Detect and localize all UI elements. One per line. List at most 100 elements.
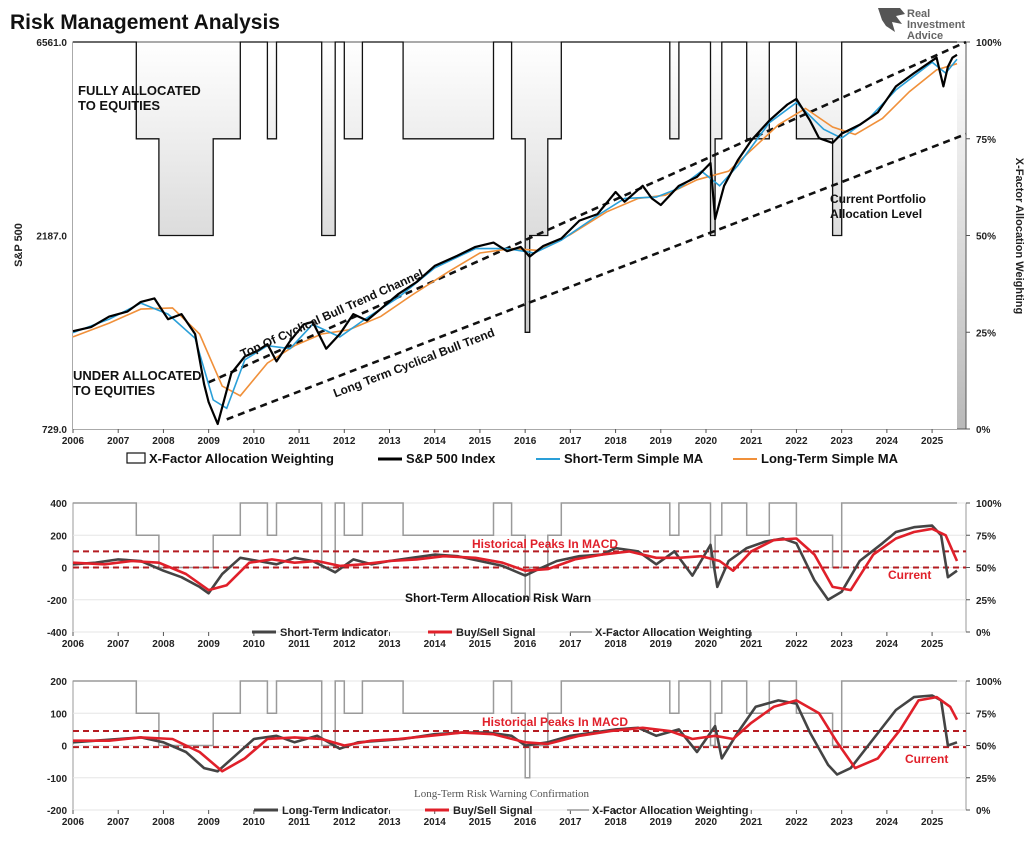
short-term-subtitle: Short-Term Allocation Risk Warn <box>405 591 591 605</box>
indicator-line <box>72 524 958 602</box>
y2-tick-label: 50% <box>976 232 996 243</box>
x-tick-label: 2012 <box>333 436 356 447</box>
short-term-peaks-label: Historical Peaks In MACD <box>472 537 618 551</box>
y-tick-label: 100 <box>50 709 67 720</box>
x-tick-label: 2022 <box>785 817 808 828</box>
x-tick-label: 2017 <box>559 639 582 650</box>
sp500-line <box>72 53 958 426</box>
y2-tick-label: 25% <box>976 774 996 785</box>
y2-tick-label: 25% <box>976 596 996 607</box>
main-axes: 2006 2007 2008 2009 2010 2011 2012 2013 2014 2015… <box>36 38 1001 447</box>
x-tick-label: 2010 <box>243 436 266 447</box>
y-tick-label: 2187.0 <box>36 232 67 243</box>
y2-tick-label: 0% <box>976 806 991 817</box>
x-tick-label: 2006 <box>62 436 85 447</box>
legend-short-allocation: X-Factor Allocation Weighting <box>595 627 751 639</box>
x-tick-label: 2010 <box>243 817 266 828</box>
y-tick-label: -200 <box>47 806 67 817</box>
legend-long-ma: Long-Term Simple MA <box>761 451 899 466</box>
x-tick-label: 2023 <box>831 817 854 828</box>
legend-short-signal: Buy/Sell Signal <box>456 627 535 639</box>
long-term-axes: 2006 2007 2008 2009 2010 2011 2012 2013 2014 2015… <box>47 677 1002 828</box>
y2-tick-label: 25% <box>976 328 996 339</box>
y-tick-label: -100 <box>47 774 67 785</box>
long-term-series <box>72 694 959 776</box>
x-tick-label: 2016 <box>514 436 537 447</box>
logo-line-1: Real <box>907 8 930 20</box>
x-tick-label: 2023 <box>831 436 854 447</box>
allocation-line <box>73 41 957 333</box>
x-tick-label: 2019 <box>650 639 673 650</box>
y2-tick-label: 100% <box>976 499 1002 510</box>
legend-swatch-allocation <box>126 452 146 464</box>
x-tick-label: 2022 <box>785 639 808 650</box>
x-tick-label: 2006 <box>62 639 85 650</box>
y-tick-label: 200 <box>50 677 67 688</box>
x-tick-label: 2013 <box>378 639 401 650</box>
y-tick-label: 0 <box>61 742 67 753</box>
x-tick-label: 2009 <box>198 817 221 828</box>
legend-sp500: S&P 500 Index <box>406 451 496 466</box>
x-tick-label: 2013 <box>378 817 401 828</box>
x-tick-label: 2014 <box>424 436 447 447</box>
y-tick-label: 200 <box>50 531 67 542</box>
x-tick-label: 2025 <box>921 436 944 447</box>
x-tick-label: 2020 <box>695 817 718 828</box>
short-term-current-label: Current <box>888 568 931 582</box>
under-allocated-label-1: UNDER ALLOCATED <box>73 368 202 383</box>
x-tick-label: 2020 <box>695 639 718 650</box>
x-tick-label: 2007 <box>107 817 130 828</box>
fully-allocated-label-1: FULLY ALLOCATED <box>78 83 201 98</box>
eagle-icon <box>878 8 905 32</box>
y-axis-label: S&P 500 <box>13 223 25 267</box>
x-tick-label: 2019 <box>650 817 673 828</box>
x-tick-label: 2015 <box>469 639 492 650</box>
y-tick-label: -200 <box>47 596 67 607</box>
page-title: Risk Management Analysis <box>10 11 280 34</box>
x-tick-label: 2021 <box>740 639 763 650</box>
x-tick-label: 2009 <box>198 639 221 650</box>
short-term-reference-lines <box>73 550 966 569</box>
brand-logo: Real Investment Advice <box>878 8 965 42</box>
long-term-subtitle: Long-Term Risk Warning Confirmation <box>414 788 590 800</box>
price-series <box>72 53 958 426</box>
y-tick-label: 729.0 <box>42 425 67 436</box>
x-tick-label: 2014 <box>424 817 447 828</box>
x-tick-label: 2016 <box>514 639 537 650</box>
x-tick-label: 2024 <box>876 436 899 447</box>
x-tick-label: 2018 <box>604 436 627 447</box>
allocation-area <box>73 42 957 429</box>
main-legend: X-Factor Allocation Weighting S&P 500 In… <box>126 451 899 466</box>
legend-long-signal: Buy/Sell Signal <box>453 805 532 817</box>
buy-sell-signal-line <box>73 695 959 773</box>
x-tick-label: 2012 <box>333 817 356 828</box>
y-tick-label: 6561.0 <box>36 38 67 49</box>
x-tick-label: 2008 <box>152 639 175 650</box>
under-allocated-label-2: TO EQUITIES <box>73 383 155 398</box>
short-term-axes: 2006 2007 2008 2009 2010 2011 2012 2013 2014 2015… <box>47 499 1002 650</box>
x-tick-label: 2017 <box>559 817 582 828</box>
long-term-peaks-label: Historical Peaks In MACD <box>482 715 628 729</box>
x-tick-label: 2021 <box>740 817 763 828</box>
long-term-trend-line <box>226 132 967 421</box>
x-tick-label: 2006 <box>62 817 85 828</box>
x-tick-label: 2015 <box>469 817 492 828</box>
y2-tick-label: 100% <box>976 677 1002 688</box>
short-term-series <box>72 524 959 602</box>
y2-tick-label: 75% <box>976 135 996 146</box>
y2-tick-label: 0% <box>976 628 991 639</box>
x-tick-label: 2007 <box>107 436 130 447</box>
x-tick-label: 2018 <box>604 817 627 828</box>
y2-tick-label: 0% <box>976 425 991 436</box>
legend-short-indicator: Short-Term Indicator <box>280 627 389 639</box>
y2-tick-label: 75% <box>976 531 996 542</box>
x-tick-label: 2008 <box>152 817 175 828</box>
x-tick-label: 2007 <box>107 639 130 650</box>
x-tick-label: 2015 <box>469 436 492 447</box>
short-term-panel: 2006 2007 2008 2009 2010 2011 2012 2013 2014 2015… <box>47 499 1002 650</box>
x-tick-label: 2011 <box>288 436 310 447</box>
y2-tick-label: 100% <box>976 38 1002 49</box>
y2-tick-label: 50% <box>976 742 996 753</box>
